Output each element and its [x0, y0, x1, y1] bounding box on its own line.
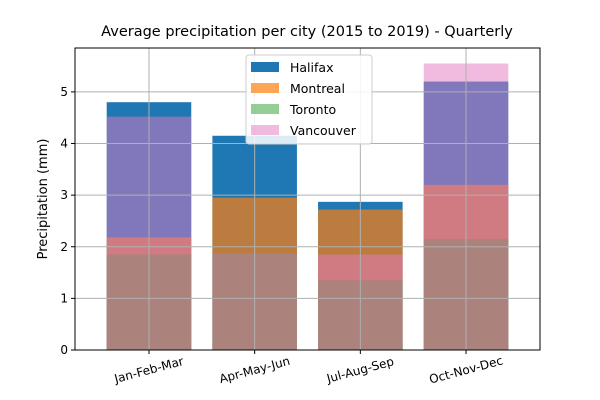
y-tick-label: 2 [60, 240, 68, 254]
x-tick-label: Apr-May-Jun [218, 354, 292, 386]
plot-frame [74, 47, 541, 351]
y-tick-label: 0 [60, 343, 68, 357]
x-tick-label: Oct-Nov-Dec [428, 353, 505, 386]
legend-label-toronto: Toronto [289, 102, 336, 117]
legend-swatch-halifax [251, 62, 279, 72]
legend-label-vancouver: Vancouver [290, 123, 357, 138]
y-tick-label: 3 [60, 188, 68, 202]
legend-swatch-toronto [251, 104, 279, 114]
legend: Halifax Montreal Toronto Vancouver [245, 54, 373, 145]
legend-label-montreal: Montreal [290, 81, 345, 96]
chart-title: Average precipitation per city (2015 to … [101, 24, 513, 40]
legend-swatch-vancouver [251, 125, 279, 135]
legend-label-halifax: Halifax [290, 60, 333, 75]
y-tick-label: 1 [60, 291, 68, 305]
y-tick-label: 5 [60, 85, 68, 99]
legend-swatch-montreal [251, 83, 279, 93]
y-axis-label: Precipitation (mm) [36, 139, 51, 260]
x-tick-label: Jul-Aug-Sep [324, 354, 395, 386]
y-tick-label: 4 [60, 137, 68, 151]
x-tick-label: Jan-Feb-Mar [112, 354, 185, 386]
legend-box [245, 54, 373, 145]
